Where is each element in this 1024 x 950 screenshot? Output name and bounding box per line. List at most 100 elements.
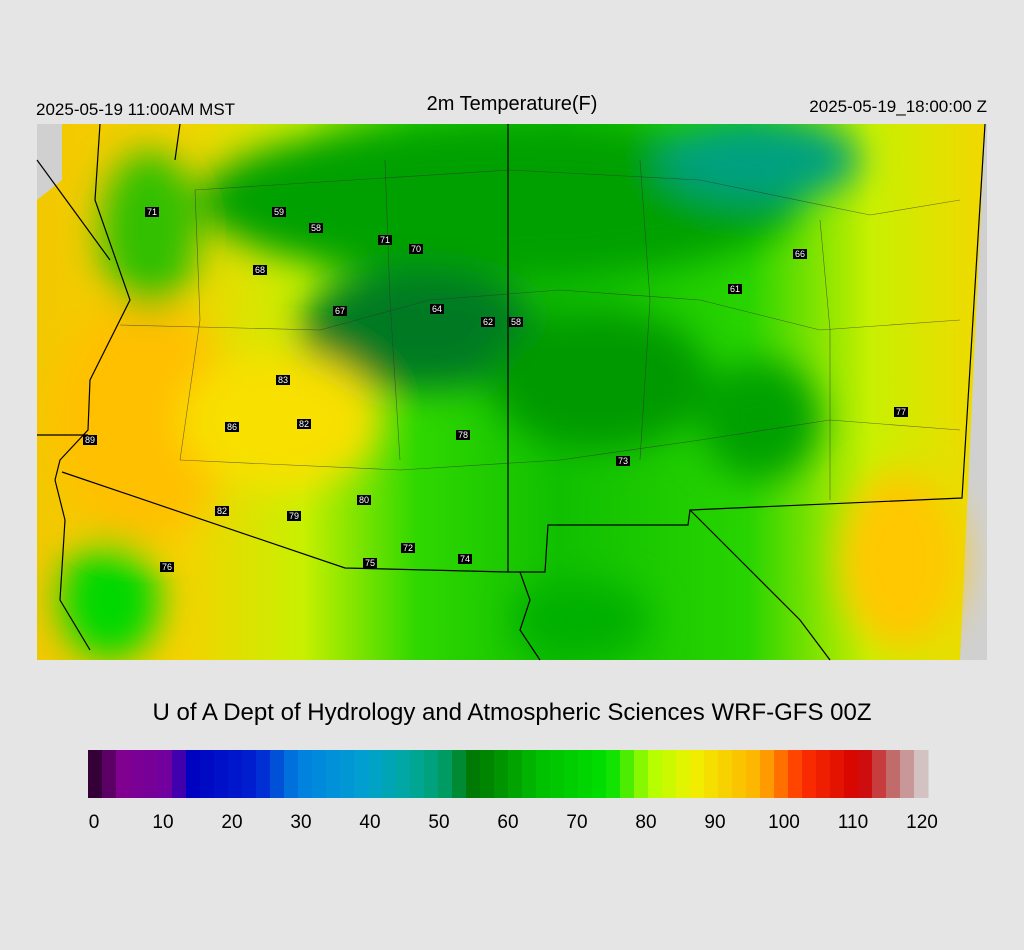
colorbar-swatch (424, 750, 439, 798)
colorbar-swatch (732, 750, 747, 798)
colorbar-swatch (340, 750, 355, 798)
colorbar-swatch (186, 750, 201, 798)
colorbar-swatch (662, 750, 677, 798)
colorbar-swatch (620, 750, 635, 798)
colorbar-swatch (816, 750, 831, 798)
station-value: 71 (147, 207, 157, 217)
colorbar-swatch (634, 750, 649, 798)
station-value: 77 (896, 407, 906, 417)
colorbar-swatch (760, 750, 775, 798)
colorbar-swatch (536, 750, 551, 798)
colorbar-swatch (564, 750, 579, 798)
station-value: 75 (365, 558, 375, 568)
station-value: 62 (483, 317, 493, 327)
station-value: 74 (460, 554, 470, 564)
station-value: 82 (299, 419, 309, 429)
colorbar-swatch (158, 750, 173, 798)
station-box (793, 249, 807, 259)
colorbar-swatch (116, 750, 131, 798)
colorbar-swatch (242, 750, 257, 798)
map-title: 2m Temperature(F) (427, 93, 598, 115)
colorbar-swatch (718, 750, 733, 798)
colorbar-swatch (550, 750, 565, 798)
colorbar-swatch (578, 750, 593, 798)
station-value: 61 (730, 284, 740, 294)
station-value: 58 (511, 317, 521, 327)
colorbar-tick-label: 10 (152, 812, 173, 833)
station-box (225, 422, 239, 432)
colorbar-tick-label: 30 (290, 812, 311, 833)
colorbar-swatch (438, 750, 453, 798)
colorbar-swatch (886, 750, 901, 798)
colorbar-tick-label: 100 (768, 812, 800, 833)
colorbar-swatch (522, 750, 537, 798)
station-value: 68 (255, 265, 265, 275)
colorbar-swatch (788, 750, 803, 798)
station-value: 76 (162, 562, 172, 572)
credit: U of A Dept of Hydrology and Atmospheric… (153, 699, 872, 726)
colorbar-swatch (648, 750, 663, 798)
colorbar-swatch (690, 750, 705, 798)
colorbar-tick-label: 110 (838, 812, 868, 833)
station-box (894, 407, 908, 417)
temperature-field (37, 124, 987, 660)
colorbar-swatch (802, 750, 817, 798)
station-box (83, 435, 97, 445)
colorbar-swatch (592, 750, 607, 798)
colorbar-swatch (410, 750, 425, 798)
station-box (430, 304, 444, 314)
colorbar-tick-label: 90 (704, 812, 725, 833)
station-box (409, 244, 423, 254)
station-labels: 71 59 58 71 70 68 67 64 62 58 66 61 83 86 82 89 78 73 77 82… (83, 207, 908, 572)
station-box (297, 419, 311, 429)
station-box (401, 543, 415, 553)
station-value: 83 (278, 375, 288, 385)
colorbar-swatch (396, 750, 411, 798)
station-value: 58 (311, 223, 321, 233)
colorbar-swatch (914, 750, 929, 798)
colorbar-swatch (312, 750, 327, 798)
colorbar-tick-label: 120 (906, 812, 938, 833)
station-value: 67 (335, 306, 345, 316)
station-value: 66 (795, 249, 805, 259)
station-value: 71 (380, 235, 390, 245)
colorbar-swatch (88, 750, 103, 798)
colorbar-swatch (228, 750, 243, 798)
colorbar-tick-label: 40 (359, 812, 380, 833)
colorbar-swatch (102, 750, 117, 798)
colorbar-tick-label: 50 (428, 812, 449, 833)
station-box (509, 317, 523, 327)
colorbar-swatch (298, 750, 313, 798)
borders (36, 123, 986, 661)
station-value: 80 (359, 495, 369, 505)
colorbar-swatch (606, 750, 621, 798)
station-value: 78 (458, 430, 468, 440)
colorbar-swatch (508, 750, 523, 798)
station-box (215, 506, 229, 516)
colorbar-swatch (200, 750, 215, 798)
station-value: 59 (274, 207, 284, 217)
valid-time-local: 2025-05-19 11:00AM MST (36, 100, 235, 119)
colorbar-swatch (172, 750, 187, 798)
colorbar-swatch (746, 750, 761, 798)
colorbar-swatch (256, 750, 271, 798)
colorbar-swatch (354, 750, 369, 798)
colorbar-swatch (466, 750, 481, 798)
colorbar-swatch (452, 750, 467, 798)
colorbar-swatch (844, 750, 859, 798)
station-value: 89 (85, 435, 95, 445)
colorbar-tick-label: 20 (221, 812, 242, 833)
station-box (616, 456, 630, 466)
station-box (276, 375, 290, 385)
station-box (333, 306, 347, 316)
colorbar-swatch (480, 750, 495, 798)
colorbar-tick-label: 60 (497, 812, 518, 833)
station-value: 86 (227, 422, 237, 432)
colorbar: 0 10 20 30 40 50 60 70 80 90 100 110 120 (88, 750, 938, 833)
station-value: 73 (618, 456, 628, 466)
colorbar-swatch (284, 750, 299, 798)
station-box (728, 284, 742, 294)
colorbar-swatch (270, 750, 285, 798)
